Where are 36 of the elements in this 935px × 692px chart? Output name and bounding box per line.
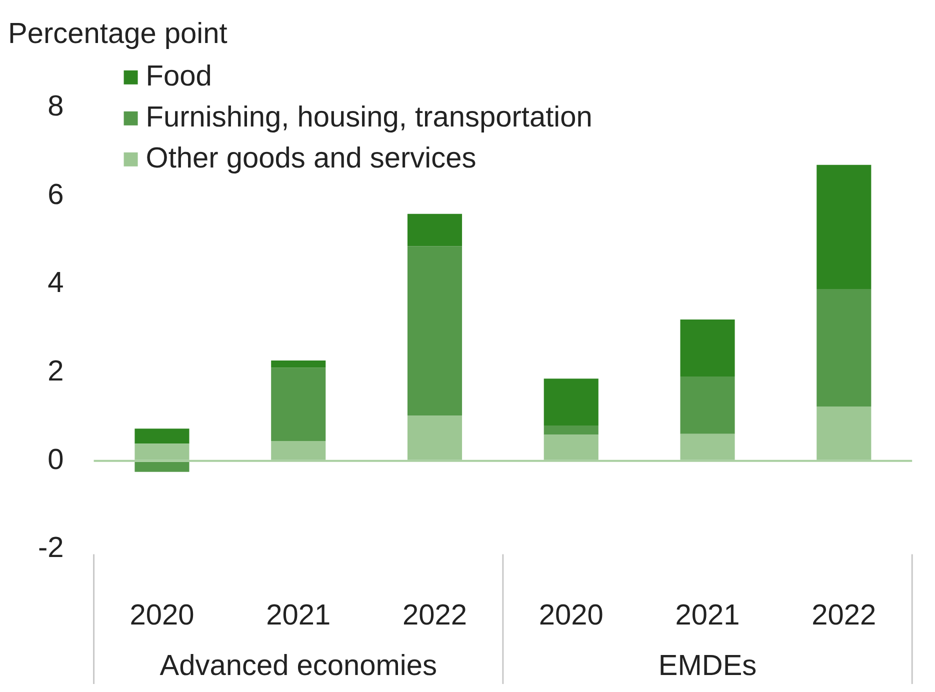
bar bbox=[407, 214, 462, 246]
bar bbox=[134, 428, 190, 444]
legend-label: Food bbox=[146, 60, 212, 92]
bar bbox=[134, 462, 190, 472]
bar bbox=[680, 319, 735, 376]
text: Advanced economies bbox=[160, 650, 438, 682]
x-tick-label: 2021 bbox=[266, 600, 331, 632]
bar bbox=[816, 288, 872, 406]
y-tick-label: 4 bbox=[48, 267, 64, 300]
bar bbox=[544, 425, 598, 435]
bar bbox=[271, 360, 326, 368]
bar bbox=[271, 368, 326, 441]
x-tick-label: 2021 bbox=[675, 600, 740, 632]
bar bbox=[680, 434, 735, 460]
bar bbox=[680, 376, 735, 434]
bar bbox=[816, 164, 872, 289]
bar bbox=[544, 434, 598, 460]
legend-label: Other goods and services bbox=[146, 142, 476, 174]
bar bbox=[816, 406, 872, 460]
x-tick-label: 2020 bbox=[130, 600, 194, 632]
text: EMDEs bbox=[658, 650, 757, 682]
bar bbox=[271, 440, 326, 460]
x-tick-label: 2022 bbox=[812, 600, 876, 632]
bar bbox=[134, 444, 190, 460]
bar bbox=[407, 416, 462, 460]
y-tick-label: -2 bbox=[38, 532, 64, 564]
x-tick-label: 2020 bbox=[538, 600, 604, 632]
bar bbox=[407, 246, 462, 416]
y-axis-title: Percentage point bbox=[8, 17, 228, 52]
bar bbox=[544, 378, 598, 426]
y-tick-label: 2 bbox=[48, 355, 64, 388]
y-tick-label: 0 bbox=[48, 444, 64, 476]
y-tick-label: 8 bbox=[48, 90, 64, 122]
x-tick-label: 2022 bbox=[402, 600, 468, 632]
y-tick-label: 6 bbox=[48, 178, 64, 211]
legend-label: Furnishing, housing, transportation bbox=[146, 101, 592, 134]
